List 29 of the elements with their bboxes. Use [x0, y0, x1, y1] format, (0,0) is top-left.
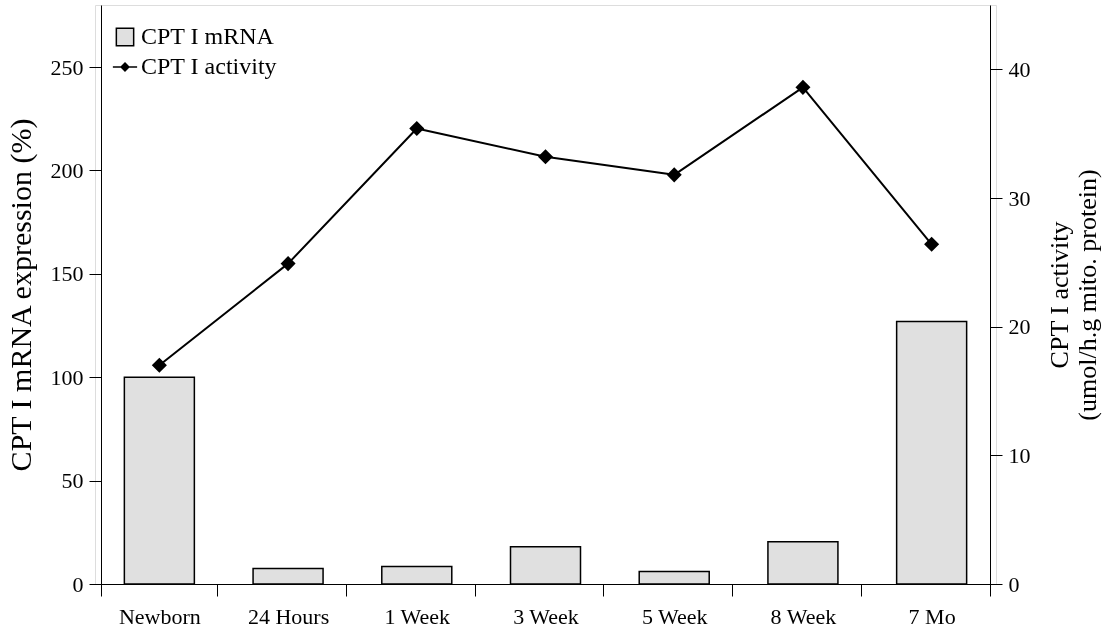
y2-axis-title: CPT I activity (umol/h.g mito. protein) — [1044, 169, 1102, 421]
point — [280, 256, 296, 271]
y2-tick-label: 20 — [1008, 314, 1031, 340]
point — [152, 358, 167, 373]
y-tick-label: 0 — [72, 571, 84, 597]
x-tick-label: 24 Hours — [247, 603, 330, 629]
x-tick-label: 3 Week — [513, 603, 579, 629]
x-tick-label: 1 Week — [384, 603, 451, 629]
x-tick-label: 5 Week — [641, 603, 708, 629]
y2-tick-label: 30 — [1008, 185, 1031, 211]
y2-tick-label: 40 — [1008, 56, 1031, 82]
y-axis-title: CPT I mRNA expression (%) — [3, 118, 38, 472]
point — [538, 149, 553, 164]
x-tick-label: 8 Week — [770, 603, 837, 629]
point — [409, 121, 424, 136]
legend-label: CPT I mRNA — [141, 23, 275, 49]
y2-tick-label: 0 — [1008, 571, 1020, 597]
y-tick-label: 150 — [50, 261, 84, 287]
legend-label: CPT I activity — [141, 53, 277, 79]
x-tick-label: Newborn — [118, 603, 201, 629]
y-tick-label: 100 — [50, 364, 84, 390]
y-tick-label: 250 — [50, 54, 84, 80]
x-tick-label: 7 Mo — [908, 603, 956, 629]
y-tick-label: 200 — [50, 157, 84, 183]
point — [795, 80, 811, 95]
y-tick-label: 50 — [61, 468, 84, 494]
y2-tick-label: 10 — [1008, 442, 1031, 468]
point — [924, 237, 939, 252]
point — [667, 167, 682, 182]
